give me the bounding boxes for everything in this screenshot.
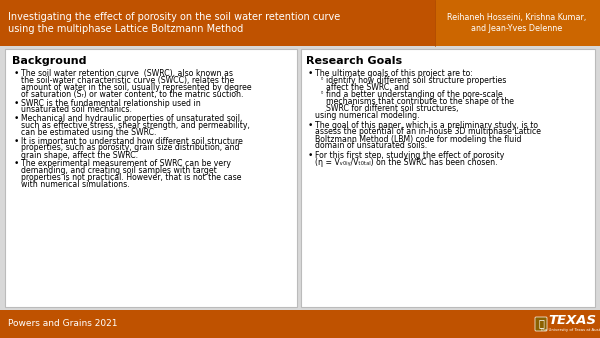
Text: •: •	[14, 98, 19, 107]
Text: •: •	[308, 121, 313, 129]
Text: •: •	[14, 69, 19, 78]
Text: •: •	[308, 69, 313, 78]
Text: •: •	[14, 159, 19, 168]
Text: using numerical modeling.: using numerical modeling.	[315, 111, 419, 120]
Text: •: •	[14, 137, 19, 145]
Text: SWRC is the fundamental relationship used in: SWRC is the fundamental relationship use…	[21, 98, 201, 107]
Text: affect the SWRC, and: affect the SWRC, and	[326, 83, 409, 92]
FancyBboxPatch shape	[535, 317, 547, 331]
Text: with numerical simulations.: with numerical simulations.	[21, 180, 130, 189]
Text: of saturation (Sᵣ) or water content, to the matric suction.: of saturation (Sᵣ) or water content, to …	[21, 90, 244, 99]
Bar	[435, 0, 600, 46]
Text: The experimental measurement of SWRC can be very: The experimental measurement of SWRC can…	[21, 159, 231, 168]
Text: demanding, and creating soil samples with target: demanding, and creating soil samples wit…	[21, 166, 217, 175]
Text: ◦: ◦	[320, 90, 324, 96]
Text: amount of water in the soil, usually represented by degree: amount of water in the soil, usually rep…	[21, 83, 251, 92]
Text: Investigating the effect of porosity on the soil water retention curve
using the: Investigating the effect of porosity on …	[8, 12, 340, 34]
Bar	[5, 49, 297, 307]
Text: Powers and Grains 2021: Powers and Grains 2021	[8, 319, 118, 329]
Text: the soil-water characteristic curve (SWCC), relates the: the soil-water characteristic curve (SWC…	[21, 76, 234, 85]
Text: identify how different soil structure properties: identify how different soil structure pr…	[326, 76, 506, 85]
Text: •: •	[14, 114, 19, 123]
Text: TEXAS: TEXAS	[548, 314, 596, 328]
Text: The soil water retention curve  (SWRC), also known as: The soil water retention curve (SWRC), a…	[21, 69, 233, 78]
Text: ⚿: ⚿	[538, 318, 544, 328]
Bar	[530, 311, 598, 337]
Text: The ultimate goals of this project are to:: The ultimate goals of this project are t…	[315, 69, 473, 78]
Text: Mechanical and hydraulic properties of unsaturated soil,: Mechanical and hydraulic properties of u…	[21, 114, 242, 123]
Text: •: •	[308, 151, 313, 160]
Text: can be estimated using the SWRC.: can be estimated using the SWRC.	[21, 128, 157, 137]
Text: It is important to understand how different soil structure: It is important to understand how differ…	[21, 137, 243, 145]
Text: ◦: ◦	[320, 76, 324, 82]
Text: The University of Texas at Austin: The University of Texas at Austin	[540, 328, 600, 332]
Bar	[0, 0, 435, 46]
Text: Background: Background	[12, 56, 86, 66]
Text: assess the potential of an in-house 3D multiphase Lattice: assess the potential of an in-house 3D m…	[315, 127, 541, 137]
Text: Boltzmann Method (LBM) code for modeling the fluid: Boltzmann Method (LBM) code for modeling…	[315, 135, 521, 144]
Bar	[301, 49, 595, 307]
Text: (η = Vᵥ₀ᵢᵧ/Vₜ₀ₜₐₗ) on the SWRC has been chosen.: (η = Vᵥ₀ᵢᵧ/Vₜ₀ₜₐₗ) on the SWRC has been …	[315, 158, 497, 167]
Text: Reihaneh Hosseini, Krishna Kumar,
and Jean-Yves Delenne: Reihaneh Hosseini, Krishna Kumar, and Je…	[448, 13, 587, 33]
Bar	[0, 310, 600, 338]
Text: properties is not practical. However, that is not the case: properties is not practical. However, th…	[21, 173, 241, 182]
Text: Research Goals: Research Goals	[306, 56, 402, 66]
Text: For this first step, studying the effect of porosity: For this first step, studying the effect…	[315, 151, 505, 160]
Text: domain of unsaturated soils.: domain of unsaturated soils.	[315, 142, 427, 150]
Text: unsaturated soil mechanics.: unsaturated soil mechanics.	[21, 105, 132, 115]
Text: grain shape, affect the SWRC.: grain shape, affect the SWRC.	[21, 150, 138, 160]
Text: mechanisms that contribute to the shape of the: mechanisms that contribute to the shape …	[326, 97, 514, 106]
Text: properties, such as porosity, grain size distribution, and: properties, such as porosity, grain size…	[21, 144, 239, 152]
Text: such as effective stress, shear strength, and permeability,: such as effective stress, shear strength…	[21, 121, 250, 130]
Text: The goal of this paper, which is a preliminary study, is to: The goal of this paper, which is a preli…	[315, 121, 538, 129]
Text: SWRC for different soil structures,: SWRC for different soil structures,	[326, 104, 458, 113]
Text: find a better understanding of the pore-scale: find a better understanding of the pore-…	[326, 90, 503, 99]
